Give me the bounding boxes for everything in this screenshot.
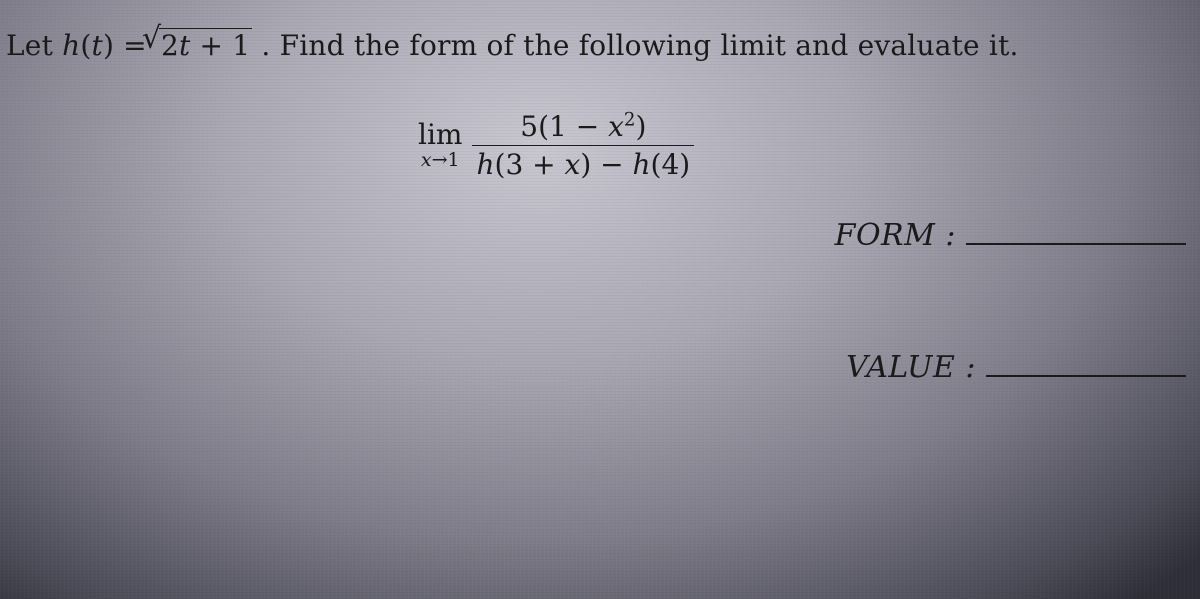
value-answer-row: VALUE : <box>846 350 1186 385</box>
open-paren: ( <box>80 29 91 62</box>
lim-arrow-icon: → <box>432 149 448 171</box>
lim-subscript: x→1 <box>421 151 460 170</box>
radicand: 2t + 1 <box>159 28 252 62</box>
value-blank[interactable] <box>986 359 1186 378</box>
fraction: 5(1 − x2) h(3 + x) − h(4) <box>472 110 694 181</box>
form-blank[interactable] <box>966 227 1186 246</box>
denominator: h(3 + x) − h(4) <box>472 146 694 181</box>
square-root: √ 2t + 1 <box>156 28 252 62</box>
form-answer-row: FORM : <box>835 218 1186 253</box>
func-arg: t <box>91 29 102 62</box>
radicand-var: t <box>179 29 190 62</box>
radicand-post: + 1 <box>190 29 250 62</box>
radical-icon: √ <box>142 21 161 56</box>
den-arg2: (4) <box>651 148 691 181</box>
problem-statement: Let h(t) = √ 2t + 1 . Find the form of t… <box>6 28 1019 62</box>
lead-text: Let <box>6 29 62 62</box>
den-h1: h <box>476 148 494 181</box>
lim-sub-var: x <box>421 149 432 171</box>
tail-text: . Find the form of the following limit a… <box>261 29 1018 62</box>
den-arg1a: (3 + <box>495 148 565 181</box>
func-name: h <box>62 29 80 62</box>
num-coef: 5(1 − <box>520 110 608 143</box>
num-close: ) <box>635 110 646 143</box>
limit-operator: lim x→1 <box>418 121 462 170</box>
lim-sub-target: 1 <box>448 149 460 171</box>
den-arg1b: ) − <box>580 148 632 181</box>
num-var: x <box>608 110 624 143</box>
close-paren: ) <box>103 29 114 62</box>
form-label: FORM : <box>835 218 956 253</box>
num-exp: 2 <box>624 110 636 131</box>
radicand-pre: 2 <box>161 29 179 62</box>
limit-expression: lim x→1 5(1 − x2) h(3 + x) − h(4) <box>418 110 694 181</box>
numerator: 5(1 − x2) <box>516 110 650 145</box>
value-label: VALUE : <box>846 350 976 385</box>
den-arg1v: x <box>565 148 581 181</box>
den-h2: h <box>633 148 651 181</box>
lim-text: lim <box>418 121 462 149</box>
